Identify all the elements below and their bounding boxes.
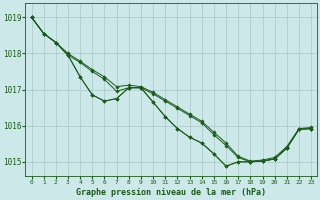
X-axis label: Graphe pression niveau de la mer (hPa): Graphe pression niveau de la mer (hPa) xyxy=(76,188,266,197)
